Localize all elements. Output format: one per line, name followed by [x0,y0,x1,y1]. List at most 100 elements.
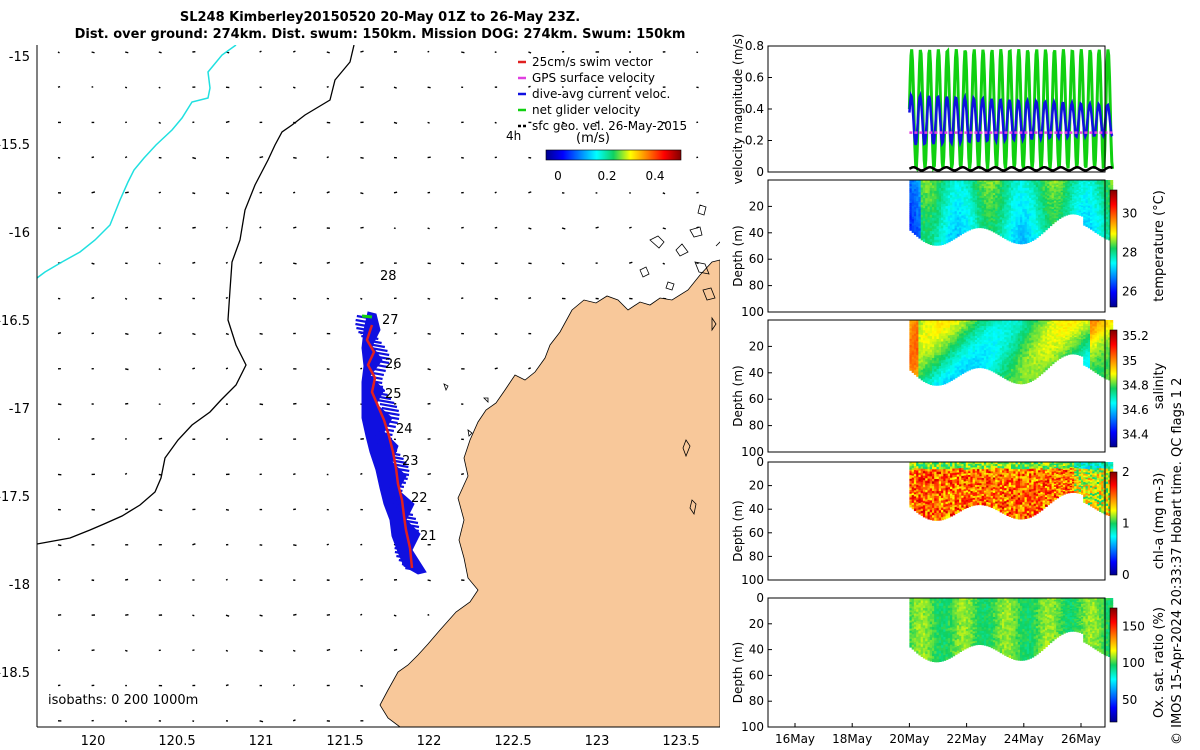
heatmap-cell [1011,379,1014,383]
heatmap-cell [1015,325,1019,329]
heatmap-cell [999,191,1003,195]
heatmap-cell [965,194,969,198]
heatmap-cell [965,196,969,200]
heatmap-cell [932,228,935,232]
heatmap-cell [920,202,924,206]
lat-tick: -15.5 [0,138,30,153]
heatmap-cell [1092,330,1096,334]
heatmap-cell [934,325,938,329]
heatmap-cell [916,198,920,202]
dive-segment [391,470,410,477]
heatmap-cell [1087,219,1091,223]
heatmap-cell [1022,185,1026,189]
heatmap-cell [1053,347,1057,351]
heatmap-cell [922,213,926,217]
heatmap-cell [1031,235,1035,239]
heatmap-cell [938,333,942,337]
heatmap-cell [1042,332,1046,336]
heatmap-cell [983,214,987,217]
heatmap-cell [961,364,965,368]
heatmap-cell [995,217,999,221]
surface-velocity-arrow [427,332,431,335]
heatmap-cell [922,236,926,240]
heatmap-cell [1011,348,1014,352]
heatmap-cell [1094,324,1098,328]
heatmap-cell [1069,201,1073,204]
heatmap-cell [916,334,920,337]
heatmap-cell [1058,210,1062,213]
heatmap-cell [961,197,965,201]
heatmap-cell [1035,227,1039,231]
heatmap-cell [918,370,922,374]
heatmap-cell [1051,358,1055,361]
heatmap-cell [1083,223,1087,226]
heatmap-cell [1081,350,1084,353]
heatmap-cell [1092,186,1096,189]
heatmap-cell [936,231,940,235]
heatmap-cell [1078,202,1082,205]
heatmap-cell [997,202,1001,206]
heatmap-cell [941,338,944,343]
heatmap-cell [999,347,1003,351]
heatmap-cell [934,320,938,324]
heatmap-cell [911,184,915,188]
heatmap-cell [970,362,974,366]
heatmap-cell [1011,353,1014,357]
heatmap-cell [1013,229,1017,233]
heatmap-cell [1056,341,1060,344]
heatmap-cell [1015,203,1019,207]
surface-velocity-arrow [427,614,430,616]
heatmap-cell [1049,329,1053,332]
heatmap-cell [1026,206,1030,210]
heatmap-cell [988,355,992,358]
heatmap-cell [1029,330,1032,334]
heatmap-cell [1008,360,1012,364]
heatmap-cell [1053,213,1057,216]
heatmap-cell [1056,349,1060,353]
heatmap-cell [1040,222,1044,226]
heatmap-cell [1083,355,1087,359]
heatmap-cell [1002,189,1005,193]
heatmap-cell [974,329,978,333]
heatmap-cell [1078,187,1082,190]
heatmap-cell [1038,359,1041,363]
heatmap-cell [1017,343,1021,347]
heatmap-cell [977,363,980,367]
heatmap-cell [1101,210,1105,214]
heatmap-cell [992,324,996,328]
heatmap-cell [909,320,913,323]
heatmap-cell [1026,374,1030,378]
heatmap-cell [965,205,969,209]
heatmap-cell [1031,215,1035,219]
heatmap-cell [1076,197,1080,200]
heatmap-cell [997,338,1001,341]
heatmap-cell [1022,190,1026,194]
heatmap-cell [979,357,983,361]
heatmap-cell [1083,196,1087,200]
heatmap-cell [1049,204,1053,208]
heatmap-cell [1031,335,1035,339]
heatmap-cell [1047,341,1050,345]
heatmap-cell [1026,182,1030,186]
heatmap-cell [943,238,947,242]
heatmap-cell [1105,329,1109,333]
heatmap-cell [1053,320,1057,323]
heatmap-cell [965,366,969,370]
heatmap-cell [947,353,951,357]
heatmap-cell [1035,225,1039,229]
heatmap-cell [1033,332,1037,336]
heatmap-cell [920,222,924,226]
heatmap-cell [1044,204,1048,208]
heatmap-cell [959,361,962,364]
heatmap-cell [1108,237,1111,241]
heatmap-cell [1035,327,1039,331]
heatmap-cell [972,210,976,213]
heatmap-cell [950,332,953,336]
heatmap-cell [1042,363,1046,366]
isobaths-label: isobaths: 0 200 1000m [48,693,198,708]
heatmap-cell [1049,323,1053,327]
heatmap-cell [909,186,913,189]
heatmap-cell [1101,222,1105,226]
heatmap-cell [943,346,947,350]
heatmap-cell [1020,195,1023,200]
